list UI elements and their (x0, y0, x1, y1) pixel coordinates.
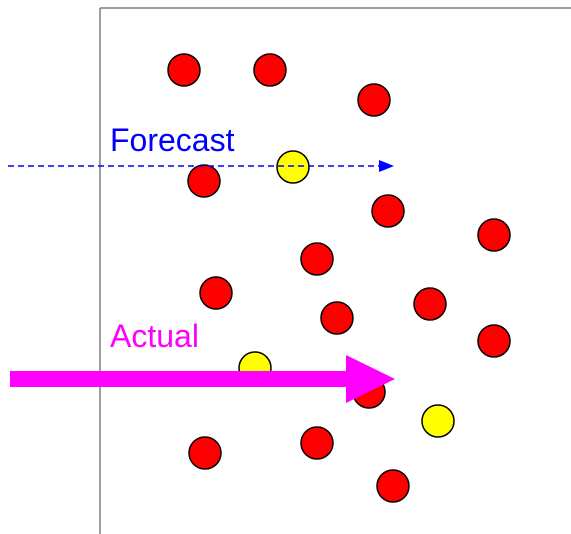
red-dot (477, 324, 511, 358)
forecast-arrow-head (379, 160, 394, 172)
red-dot (413, 287, 447, 321)
forecast-arrow (8, 160, 394, 172)
red-dot (199, 276, 233, 310)
actual-arrow-head (346, 355, 395, 403)
forecast-label: Forecast (110, 122, 235, 158)
actual-arrow (10, 355, 395, 403)
red-dot (188, 436, 222, 470)
actual-arrow-shaft (10, 371, 348, 387)
yellow-dot (276, 150, 310, 184)
actual-label: Actual (110, 318, 199, 354)
red-dot (300, 426, 334, 460)
red-dot (376, 469, 410, 503)
red-dot (477, 218, 511, 252)
red-dot (371, 194, 405, 228)
red-dot (167, 53, 201, 87)
red-dot (357, 83, 391, 117)
yellow-dot (421, 404, 455, 438)
red-dot (300, 242, 334, 276)
red-dot (320, 301, 354, 335)
dots-group (167, 53, 511, 503)
red-dot (187, 164, 221, 198)
red-dot (253, 53, 287, 87)
